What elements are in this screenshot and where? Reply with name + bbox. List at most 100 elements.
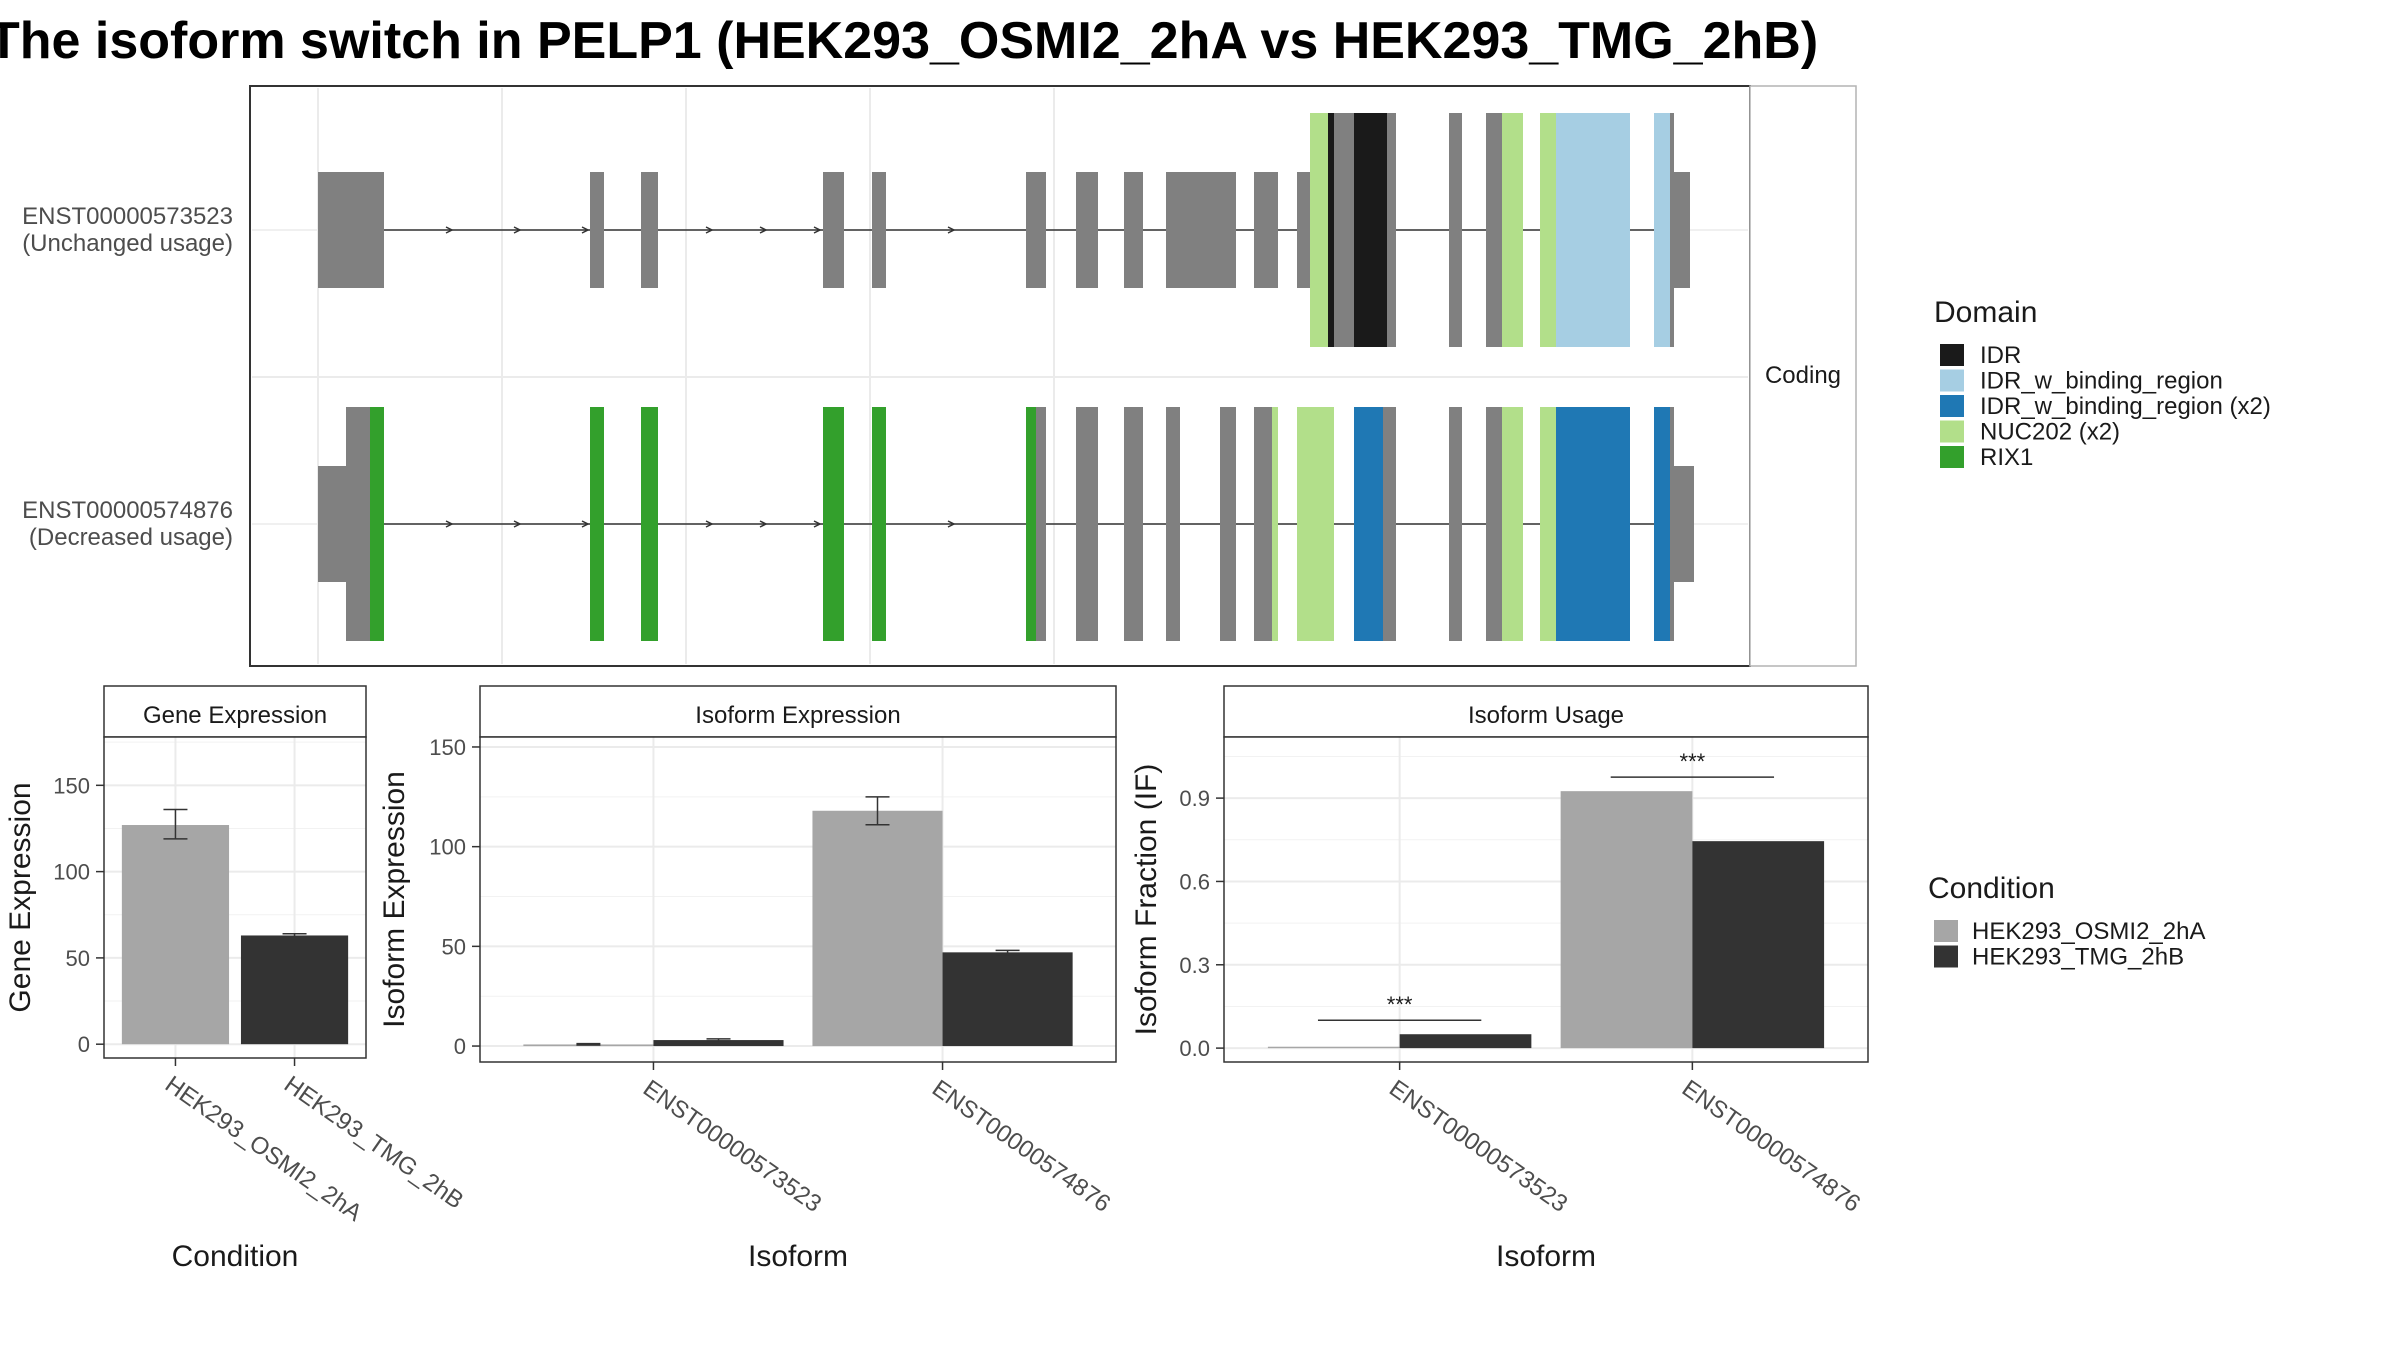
exon-block [1076, 172, 1098, 288]
exon-block [1166, 407, 1180, 641]
bar [1399, 1034, 1532, 1049]
exon-block [1449, 113, 1462, 347]
domain-block [1310, 113, 1328, 347]
domain-block [823, 407, 844, 641]
plot-frame [479, 736, 1117, 1063]
exon-block [1036, 407, 1046, 641]
exon-block [1383, 407, 1396, 641]
bar [812, 810, 943, 1047]
domain-block [872, 407, 886, 641]
exon-block [1254, 407, 1272, 641]
domain-legend-key [1940, 446, 1964, 468]
exon-block [1674, 172, 1690, 288]
domain-legend-key [1940, 395, 1964, 417]
domain-block [1556, 407, 1630, 641]
bar [942, 952, 1073, 1047]
error-bar [865, 796, 890, 826]
y-tick-label: 0.0 [1179, 1036, 1210, 1061]
domain-block [1502, 113, 1523, 347]
facet-strip [103, 685, 367, 738]
structure-panel: Coding ENST00000573523 (Unchanged usage)… [22, 85, 1857, 667]
bar [240, 935, 349, 1045]
bar [1692, 841, 1825, 1049]
isoform-label-ENST00000574876: ENST00000574876 [22, 497, 233, 524]
exon-block [1670, 407, 1674, 641]
y-axis-title: Gene Expression [4, 782, 37, 1012]
domain-block [1540, 113, 1556, 347]
facet-strip-label: Gene Expression [143, 702, 327, 729]
strand-arrow [759, 520, 768, 528]
exon-block [872, 172, 886, 288]
y-axis-title: Isoform Fraction (IF) [1130, 764, 1163, 1036]
significance-label: *** [1680, 749, 1706, 774]
strand-arrow [513, 226, 522, 234]
domain-block [1556, 113, 1630, 347]
domain-block [641, 407, 658, 641]
facet-strip-label: Isoform Expression [695, 702, 900, 729]
domain-block [1272, 407, 1278, 641]
exon-block [641, 172, 658, 288]
strand-arrow [445, 226, 454, 234]
x-tick-label: HEK293_OSMI2_2hA [160, 1071, 367, 1227]
bar [1560, 791, 1693, 1049]
exon-block [1674, 466, 1694, 582]
bar [121, 825, 230, 1045]
facet-strip [1223, 685, 1869, 738]
error-bar [576, 1042, 601, 1046]
x-tick-label: ENST00000573523 [638, 1075, 826, 1218]
facet-strip-label: Isoform Usage [1468, 702, 1624, 729]
y-tick-label: 0 [454, 1034, 466, 1059]
domain-block [1540, 407, 1556, 641]
exon-block [1254, 172, 1278, 288]
bar [653, 1040, 784, 1047]
strand-arrow [947, 226, 956, 234]
y-tick-label: 100 [429, 835, 466, 860]
domain-block [1026, 407, 1036, 641]
domain-block [1654, 113, 1670, 347]
x-tick-label: ENST00000573523 [1384, 1075, 1572, 1218]
domain-block [590, 407, 604, 641]
strand-arrow [445, 520, 454, 528]
bar [1267, 1046, 1400, 1049]
condition-legend-label: HEK293_OSMI2_2hA [1972, 918, 2205, 945]
domain-legend-label: RIX1 [1980, 444, 2033, 471]
domain-legend-label: NUC202 (x2) [1980, 419, 2120, 446]
exon-block [1220, 407, 1236, 641]
strand-arrow [947, 520, 956, 528]
exon-block [1297, 172, 1310, 288]
exon-block [823, 172, 844, 288]
y-axis-title: Isoform Expression [378, 771, 411, 1028]
isoform-note-ENST00000574876: (Decreased usage) [29, 524, 233, 551]
strand-arrow [813, 520, 822, 528]
exon-block [1670, 113, 1674, 347]
exon-block [1486, 407, 1502, 641]
exon-block [318, 466, 346, 582]
exon-block [1166, 172, 1236, 288]
figure-title: The isoform switch in PELP1 (HEK293_OSMI… [0, 12, 1818, 70]
domain-legend-key [1940, 420, 1964, 443]
x-axis-title: Condition [172, 1240, 299, 1273]
domain-block [1502, 407, 1523, 641]
error-bar [282, 932, 307, 938]
significance-label: *** [1387, 992, 1413, 1017]
domain-block [1354, 407, 1383, 641]
exon-block [1486, 113, 1502, 347]
strand-arrow [705, 226, 714, 234]
exon-block [1026, 172, 1046, 288]
domain-block [370, 407, 384, 641]
domain-legend-key [1940, 369, 1964, 392]
y-tick-label: 50 [442, 934, 466, 959]
strand-arrow [705, 520, 714, 528]
isoform-note-ENST00000573523: (Unchanged usage) [22, 230, 233, 257]
x-axis-title: Isoform [748, 1240, 848, 1273]
x-axis-title: Isoform [1496, 1240, 1596, 1273]
domain-block [1654, 407, 1670, 641]
error-bar [995, 949, 1020, 956]
exon-block [1124, 172, 1143, 288]
isoform-label-ENST00000573523: ENST00000573523 [22, 203, 233, 230]
strand-arrow [581, 520, 590, 528]
exon-block [590, 172, 604, 288]
domain-legend-key [1940, 344, 1964, 366]
